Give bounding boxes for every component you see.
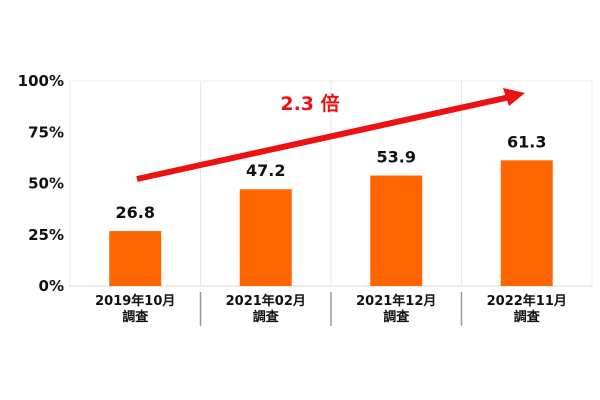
bar bbox=[109, 231, 162, 286]
x-tick-label: 2019年10月 bbox=[95, 293, 175, 309]
x-tick-label: 2021年02月 bbox=[226, 293, 306, 309]
x-tick-label: 調査 bbox=[253, 309, 280, 325]
y-tick-label: 50% bbox=[28, 175, 64, 193]
trend-arrow-head bbox=[503, 88, 525, 106]
x-tick-label: 調査 bbox=[122, 309, 149, 325]
y-tick-label: 25% bbox=[28, 226, 64, 244]
data-label: 61.3 bbox=[507, 132, 546, 151]
y-tick-label: 100% bbox=[18, 72, 64, 90]
trend-arrow-shaft bbox=[136, 94, 511, 182]
x-tick-label: 調査 bbox=[383, 309, 410, 325]
x-tick-label: 2021年12月 bbox=[356, 293, 436, 309]
bar bbox=[500, 160, 553, 286]
x-tick-label: 調査 bbox=[514, 309, 541, 325]
bar bbox=[239, 189, 292, 286]
data-label: 47.2 bbox=[246, 161, 285, 180]
y-tick-label: 75% bbox=[28, 123, 64, 141]
data-label: 26.8 bbox=[116, 203, 155, 222]
data-label: 53.9 bbox=[377, 148, 416, 167]
x-tick-label: 2022年11月 bbox=[487, 293, 567, 309]
annotation-label: 2.3 倍 bbox=[280, 92, 339, 115]
y-tick-label: 0% bbox=[39, 277, 64, 295]
bar bbox=[370, 175, 423, 286]
